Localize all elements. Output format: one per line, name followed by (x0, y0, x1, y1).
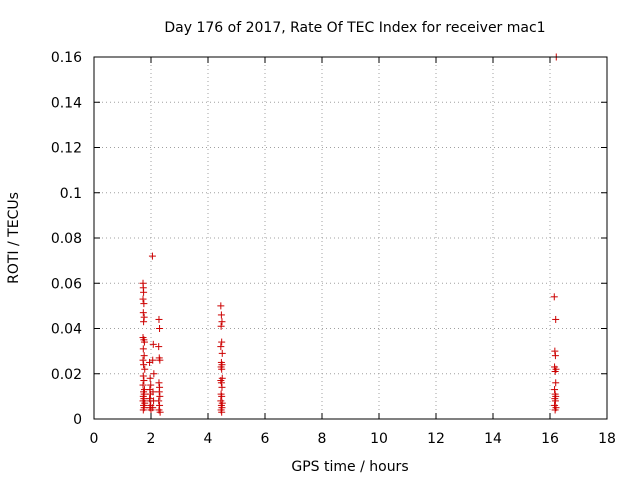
data-point (149, 340, 157, 348)
data-point (156, 408, 164, 416)
y-tick-label: 0.04 (51, 322, 82, 338)
data-point (140, 288, 148, 296)
y-axis-label: ROTI / TECUs (6, 192, 22, 284)
x-tick-label: 10 (370, 431, 388, 447)
data-point (155, 315, 163, 323)
x-tick-label: 18 (598, 431, 616, 447)
data-point (156, 356, 164, 364)
x-tick-label: 16 (541, 431, 559, 447)
data-point (550, 293, 558, 301)
data-point (150, 370, 158, 378)
data-point (139, 381, 147, 389)
data-point (218, 318, 226, 326)
data-point (156, 325, 164, 332)
data-point (140, 361, 148, 369)
data-point (551, 352, 559, 360)
data-points (139, 53, 560, 416)
data-point (552, 379, 560, 387)
data-point (149, 356, 157, 364)
y-tick-label: 0.16 (51, 50, 82, 66)
data-point (551, 347, 559, 355)
data-point (141, 365, 149, 373)
data-point (218, 365, 226, 373)
data-point (140, 352, 148, 360)
data-point (148, 252, 156, 260)
x-tick-label: 4 (204, 431, 213, 447)
data-point (155, 397, 163, 405)
data-point (140, 313, 148, 321)
data-point (147, 381, 155, 389)
data-point (218, 338, 226, 346)
data-point (155, 343, 163, 351)
data-point (218, 349, 226, 357)
x-tick-label: 14 (484, 431, 502, 447)
data-point (139, 309, 147, 317)
y-tick-label: 0.12 (51, 141, 82, 157)
data-point (217, 311, 225, 319)
y-axis-ticks: 0 0.02 0.04 0.06 0.08 0.1 0.12 0.14 0.16 (51, 50, 607, 428)
data-point (139, 356, 147, 364)
x-tick-label: 2 (147, 431, 156, 447)
data-point (139, 295, 147, 303)
data-point (139, 372, 147, 380)
x-tick-label: 6 (261, 431, 270, 447)
data-point (156, 392, 164, 400)
x-tick-label: 12 (427, 431, 445, 447)
y-tick-label: 0.1 (60, 186, 82, 202)
data-point (551, 367, 559, 375)
x-tick-label: 0 (90, 431, 99, 447)
data-point (149, 404, 157, 412)
data-point (218, 408, 226, 416)
data-point (551, 386, 559, 394)
y-tick-label: 0 (73, 412, 82, 428)
data-point (139, 406, 147, 414)
y-tick-label: 0.14 (51, 95, 82, 111)
data-point (156, 401, 164, 409)
data-point (149, 388, 157, 396)
data-point (140, 300, 148, 308)
y-tick-label: 0.02 (51, 367, 82, 383)
data-point (551, 406, 559, 414)
data-point (139, 345, 147, 353)
data-point (217, 343, 225, 351)
x-tick-label: 8 (318, 431, 327, 447)
data-point (217, 322, 225, 330)
data-point (140, 318, 148, 326)
data-point (146, 374, 154, 382)
x-axis-label: GPS time / hours (291, 459, 408, 475)
data-point (217, 302, 225, 310)
grid-lines (94, 57, 607, 419)
data-point (217, 379, 225, 387)
x-axis-ticks: 0 2 4 6 8 10 12 14 16 18 (90, 57, 616, 447)
y-tick-label: 0.08 (51, 231, 82, 247)
data-point (218, 392, 226, 400)
data-point (155, 388, 163, 396)
data-point (552, 315, 560, 323)
data-point (155, 379, 163, 387)
y-tick-label: 0.06 (51, 276, 82, 292)
data-point (140, 377, 148, 385)
chart-title: Day 176 of 2017, Rate Of TEC Index for r… (164, 20, 545, 36)
data-point (551, 397, 559, 405)
data-point (218, 383, 226, 391)
data-point (140, 338, 148, 346)
